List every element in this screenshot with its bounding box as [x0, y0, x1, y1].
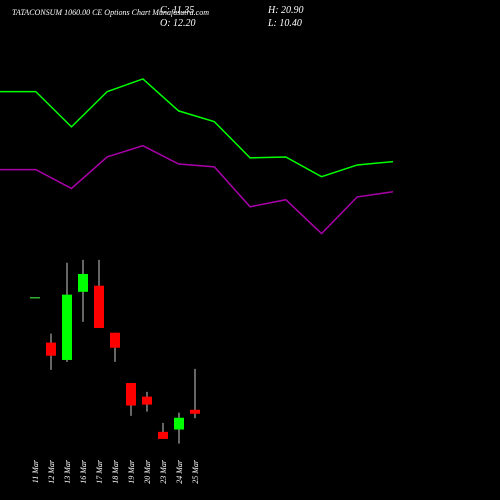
x-tick-label: 19 Mar — [127, 459, 136, 484]
x-tick-label: 18 Mar — [111, 459, 120, 484]
candle-body — [190, 409, 200, 414]
x-tick-label: 24 Mar — [175, 459, 184, 484]
x-tick-label: 12 Mar — [47, 459, 56, 484]
x-tick-label: 23 Mar — [159, 459, 168, 484]
candle-body — [46, 342, 56, 356]
candle-body — [126, 382, 136, 406]
stat-open: O: 12.20 — [160, 18, 196, 29]
candle-body — [78, 273, 88, 292]
x-tick-label: 25 Mar — [191, 459, 200, 484]
line — [0, 78, 394, 178]
candle-body — [158, 431, 168, 439]
x-tick-label: 20 Mar — [143, 459, 152, 484]
line — [0, 144, 394, 235]
stat-low: L: 10.40 — [267, 18, 302, 29]
stat-close: C: 11.35 — [160, 5, 194, 16]
x-tick-label: 11 Mar — [31, 459, 40, 483]
candle-body — [30, 296, 40, 299]
candle-body — [142, 396, 152, 405]
candle-body — [62, 294, 72, 360]
x-tick-label: 13 Mar — [63, 459, 72, 484]
candle-body — [174, 417, 184, 430]
candle-body — [94, 285, 104, 329]
chart-title: TATACONSUM 1060.00 CE Options Chart Muna… — [12, 8, 209, 17]
candle-body — [110, 332, 120, 348]
x-tick-label: 16 Mar — [79, 459, 88, 484]
x-tick-label: 17 Mar — [95, 459, 104, 484]
stat-high: H: 20.90 — [267, 5, 304, 16]
